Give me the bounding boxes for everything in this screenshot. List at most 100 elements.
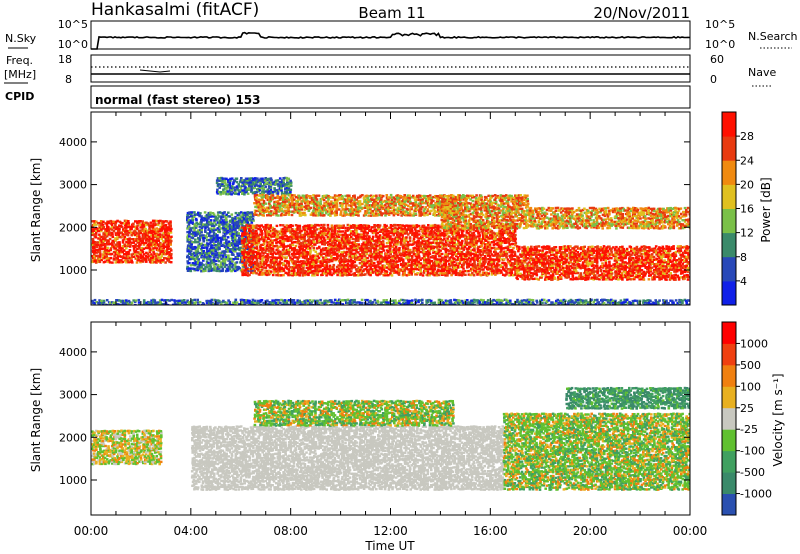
- data-cell: [352, 248, 355, 252]
- data-cell: [91, 243, 94, 246]
- data-cell: [282, 179, 286, 182]
- data-cell: [169, 241, 172, 244]
- data-cell: [362, 248, 365, 252]
- data-cell: [139, 226, 142, 229]
- data-cell: [285, 184, 288, 187]
- data-cell: [378, 270, 381, 273]
- data-cell: [385, 196, 389, 199]
- data-cell: [270, 250, 273, 254]
- data-cell: [385, 262, 389, 265]
- data-cell: [191, 236, 195, 240]
- data-cell: [413, 264, 417, 267]
- data-cell: [417, 237, 420, 240]
- data-cell: [409, 212, 412, 215]
- data-cell: [311, 262, 314, 265]
- data-cell: [121, 245, 125, 248]
- data-cell: [209, 231, 212, 234]
- data-cell: [211, 215, 215, 218]
- data-cell: [136, 224, 139, 227]
- data-cell: [121, 233, 124, 236]
- data-cell: [335, 235, 339, 238]
- data-cell: [193, 257, 196, 261]
- data-cell: [296, 200, 300, 203]
- data-cell: [255, 183, 258, 186]
- data-cell: [393, 230, 396, 233]
- data-cell: [390, 264, 394, 267]
- data-cell: [121, 241, 125, 244]
- data-cell: [381, 260, 385, 263]
- data-cell: [435, 206, 439, 209]
- data-cell: [93, 257, 97, 260]
- data-cell: [248, 262, 252, 265]
- data-cell: [312, 233, 316, 237]
- data-cell: [405, 200, 408, 203]
- data-cell: [132, 222, 135, 225]
- data-cell: [396, 243, 399, 246]
- data-cell: [215, 219, 218, 222]
- data-cell: [293, 206, 296, 209]
- data-cell: [298, 245, 301, 248]
- data-cell: [226, 231, 230, 234]
- data-cell: [379, 212, 383, 215]
- power-data: [91, 176, 690, 305]
- data-cell: [362, 252, 366, 256]
- data-cell: [212, 269, 216, 272]
- data-cell: [327, 230, 330, 233]
- data-cell: [360, 257, 364, 260]
- data-cell: [358, 247, 362, 250]
- data-cell: [319, 210, 323, 213]
- data-cell: [123, 236, 127, 239]
- data-cell: [348, 269, 351, 272]
- data-cell: [162, 243, 165, 246]
- data-cell: [415, 256, 419, 260]
- data-cell: [274, 229, 278, 233]
- data-cell: [354, 238, 357, 241]
- data-cell: [157, 259, 160, 262]
- data-cell: [434, 255, 437, 258]
- data-cell: [251, 192, 255, 195]
- data-cell: [289, 210, 293, 213]
- data-cell: [331, 207, 335, 211]
- data-cell: [248, 184, 251, 188]
- data-cell: [216, 265, 220, 268]
- data-cell: [296, 270, 300, 273]
- data-cell: [312, 256, 315, 259]
- data-cell: [260, 192, 264, 195]
- data-cell: [427, 257, 430, 260]
- data-cell: [200, 221, 203, 224]
- data-cell: [117, 253, 121, 256]
- data-cell: [214, 253, 218, 257]
- data-cell: [129, 260, 132, 264]
- data-cell: [437, 214, 440, 217]
- data-cell: [241, 271, 244, 275]
- data-cell: [447, 204, 451, 207]
- data-cell: [164, 233, 167, 237]
- data-cell: [391, 196, 394, 199]
- data-cell: [426, 241, 429, 244]
- data-cell: [117, 259, 121, 262]
- data-cell: [191, 257, 195, 260]
- data-cell: [167, 222, 171, 225]
- data-cell: [410, 269, 413, 273]
- data-cell: [132, 241, 136, 244]
- data-cell: [390, 274, 394, 277]
- data-cell: [335, 249, 339, 252]
- data-cell: [160, 255, 163, 258]
- data-cell: [236, 267, 240, 271]
- data-cell: [220, 254, 223, 257]
- data-cell: [161, 235, 164, 238]
- data-cell: [344, 233, 348, 237]
- data-cell: [354, 249, 358, 252]
- data-cell: [410, 196, 414, 199]
- data-cell: [399, 262, 403, 266]
- data-cell: [255, 251, 259, 254]
- data-cell: [193, 259, 197, 262]
- data-cell: [330, 251, 333, 254]
- data-cell: [205, 256, 208, 259]
- data-cell: [204, 246, 207, 249]
- data-cell: [276, 204, 279, 207]
- data-cell: [419, 258, 422, 261]
- data-cell: [276, 251, 280, 254]
- data-cell: [325, 258, 328, 261]
- data-cell: [97, 241, 100, 244]
